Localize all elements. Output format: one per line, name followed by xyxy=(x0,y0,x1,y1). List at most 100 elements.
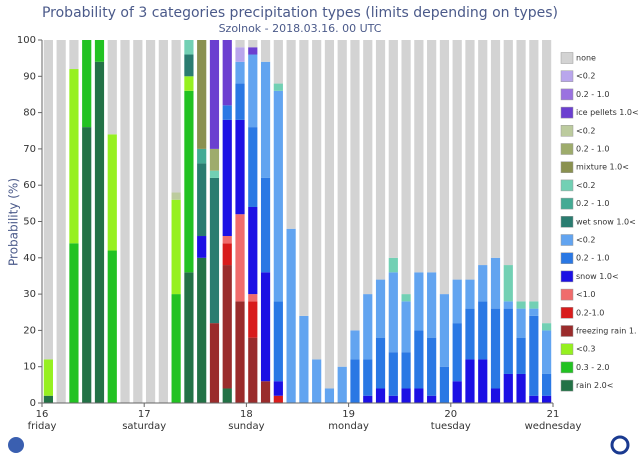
y-tick-label: 30 xyxy=(23,289,36,300)
bar-segment xyxy=(503,301,513,309)
bar-segment xyxy=(43,395,53,403)
legend-label: <0.2 xyxy=(576,236,595,245)
bar-segment xyxy=(542,330,552,374)
bar-segment xyxy=(516,301,526,309)
bar-segment xyxy=(478,301,488,360)
bar-segment xyxy=(452,381,462,403)
bar-segment xyxy=(235,119,245,215)
legend-label: <0.2 xyxy=(576,181,595,190)
bar-segment xyxy=(273,301,283,382)
bar-segment xyxy=(248,206,258,295)
bar-segment xyxy=(388,40,398,258)
bar-segment xyxy=(516,373,526,403)
legend-label: 0.2 - 1.0 xyxy=(576,199,609,208)
bar-segment xyxy=(286,40,296,229)
bar-segment xyxy=(235,61,245,84)
legend-swatch xyxy=(560,270,574,283)
bar-segment xyxy=(158,40,168,403)
bar-segment xyxy=(171,40,181,193)
bar-segment xyxy=(312,40,322,360)
bar-segment xyxy=(439,366,450,403)
bar-segment xyxy=(465,359,475,403)
bar-segment xyxy=(375,388,386,403)
bar-segment xyxy=(184,76,194,91)
bar-segment xyxy=(184,40,194,55)
bar-segment xyxy=(197,236,207,258)
legend-swatch xyxy=(560,52,574,64)
x-tick-weekday: monday xyxy=(328,421,369,432)
bar-segment xyxy=(350,359,360,403)
legend-swatch xyxy=(560,325,574,337)
y-axis-label: Probability (%) xyxy=(7,178,21,266)
bar-segment xyxy=(299,40,309,316)
bar-segment xyxy=(43,40,53,360)
bar-segment xyxy=(516,308,526,338)
bar-segment xyxy=(337,40,347,367)
bar-segment xyxy=(197,148,207,164)
legend-swatch xyxy=(560,88,574,101)
bar-segment xyxy=(427,337,437,396)
bar-segment xyxy=(145,40,156,403)
bar-segment xyxy=(490,388,501,403)
bar-segment xyxy=(43,359,53,396)
bar-segment xyxy=(401,40,411,295)
x-tick-label: 17 xyxy=(138,409,151,420)
legend-swatch xyxy=(560,288,574,301)
bar-segment xyxy=(273,395,283,403)
bar-segment xyxy=(248,337,258,403)
bar-segment xyxy=(503,308,513,374)
y-tick-label: 40 xyxy=(23,253,36,264)
bar-segment xyxy=(235,301,245,403)
legend-swatch xyxy=(560,379,574,392)
bar-segment xyxy=(273,381,283,396)
legend-label: wet snow 1.0< xyxy=(576,217,636,226)
legend-swatch xyxy=(560,161,574,173)
bar-segment xyxy=(516,337,526,374)
bar-segment xyxy=(248,40,258,48)
legend-swatch xyxy=(560,70,574,82)
bar-segment xyxy=(209,323,220,403)
bar-segment xyxy=(439,294,450,367)
bar-segment xyxy=(324,40,335,389)
bar-segment xyxy=(414,272,424,331)
legend-label: <1.0 xyxy=(576,290,595,299)
bar-segment xyxy=(69,243,79,403)
bar-segment xyxy=(503,265,513,302)
logo-left xyxy=(8,437,24,453)
y-tick-label: 70 xyxy=(23,144,36,155)
bar-segment xyxy=(209,177,220,324)
bar-segment xyxy=(363,395,373,403)
bar-segment xyxy=(222,119,232,237)
bar-segment xyxy=(222,105,232,120)
bar-segment xyxy=(260,40,271,62)
bar-segment xyxy=(299,315,309,403)
bar-segment xyxy=(529,308,539,316)
bar-segment xyxy=(375,279,386,338)
bar-segment xyxy=(248,301,258,338)
bar-segment xyxy=(465,308,475,360)
legend-swatch xyxy=(560,343,574,355)
bar-segment xyxy=(401,352,411,389)
legend-swatch xyxy=(560,361,574,374)
legend-label: <0.2 xyxy=(576,72,595,81)
bar-segment xyxy=(171,199,181,295)
legend-label: snow 1.0< xyxy=(576,272,619,281)
bar-segment xyxy=(529,301,539,309)
bar-segment xyxy=(503,40,513,266)
legend-label: ice pellets 1.0< xyxy=(576,108,639,117)
y-tick-label: 0 xyxy=(30,398,36,409)
bar-segment xyxy=(273,40,283,84)
bar-segment xyxy=(490,308,501,389)
x-tick-label: 16 xyxy=(36,409,49,420)
bar-segment xyxy=(184,54,194,77)
legend-swatch xyxy=(560,252,574,264)
legend-swatch xyxy=(560,234,574,246)
bar-segment xyxy=(529,395,539,403)
bar-segment xyxy=(427,272,437,338)
legend-swatch xyxy=(560,216,574,228)
legend-label: 0.3 - 2.0 xyxy=(576,363,609,372)
bar-segment xyxy=(542,323,552,331)
bar-segment xyxy=(273,83,283,91)
bar-segment xyxy=(248,54,258,128)
